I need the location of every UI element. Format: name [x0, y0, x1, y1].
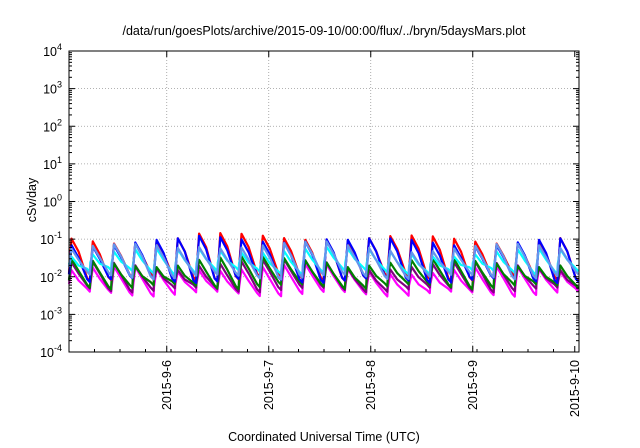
y-tick-label: 102 [43, 117, 62, 134]
x-tick-label: 2015-9-7 [262, 360, 276, 410]
y-tick-label: 10-4 [40, 343, 62, 360]
chart-title: /data/run/goesPlots/archive/2015-09-10/0… [122, 24, 526, 38]
series-lines [67, 232, 580, 298]
y-tick-label: 101 [43, 155, 62, 172]
y-tick-label: 10-2 [40, 268, 62, 285]
y-tick-label: 103 [43, 80, 62, 97]
y-tick-label: 10-3 [40, 305, 62, 322]
y-tick-label: 100 [43, 193, 62, 210]
y-tick-label: 10-1 [40, 230, 62, 247]
y-axis-label: cSv/day [25, 177, 39, 222]
x-axis-label: Coordinated Universal Time (UTC) [228, 430, 420, 444]
x-tick-label: 2015-9-10 [568, 360, 582, 417]
grid-lines [69, 51, 579, 352]
x-axis: 2015-9-6 2015-9-7 2015-9-8 2015-9-9 2015-9-1… [68, 51, 582, 417]
x-tick-label: 2015-9-8 [364, 360, 378, 410]
series-line [67, 240, 580, 281]
y-axis: 10-4 10-3 10-2 10-1 100 101 102 103 104 [40, 42, 579, 360]
y-tick-label: 104 [43, 42, 62, 59]
x-tick-label: 2015-9-9 [466, 360, 480, 410]
x-tick-label: 2015-9-6 [160, 360, 174, 410]
